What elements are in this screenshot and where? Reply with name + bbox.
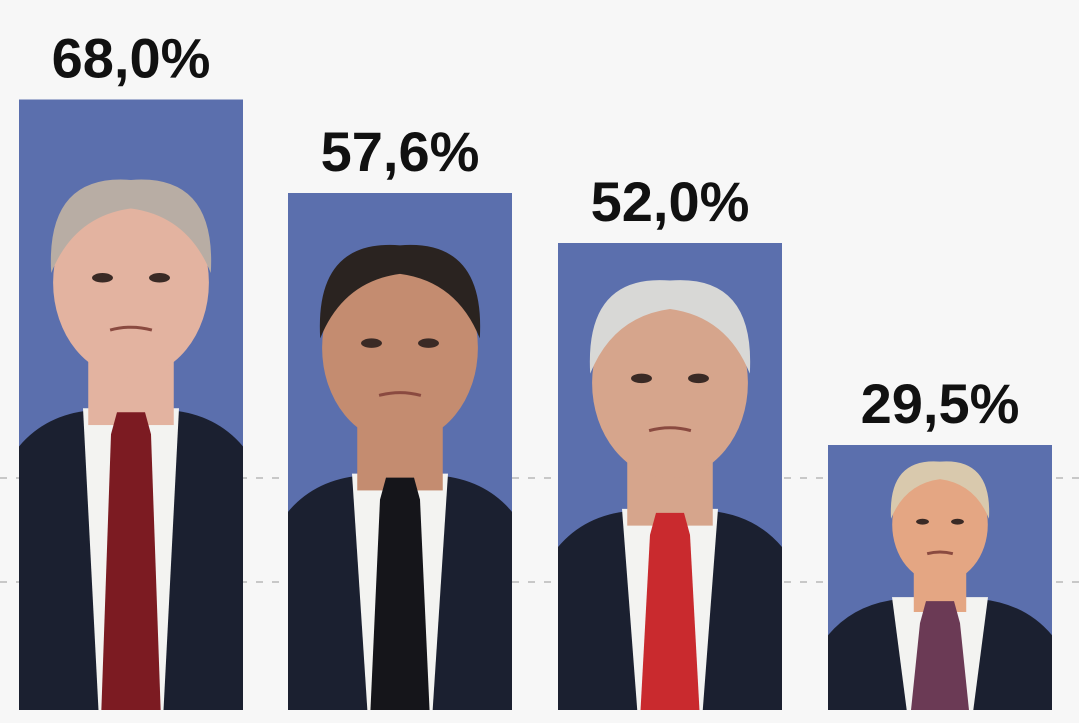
bar-value-label: 57,6%: [321, 120, 480, 183]
bar-value-label: 52,0%: [591, 170, 750, 233]
bar-value-label: 68,0%: [52, 26, 211, 89]
portrait-icon: [288, 244, 512, 710]
bar: [288, 192, 512, 710]
value-labels-group: 68,0% 57,6% 52,0% 29,5%: [52, 26, 1020, 435]
bar: [828, 445, 1052, 710]
bar-value-label: 29,5%: [861, 372, 1020, 435]
bar: [558, 243, 782, 711]
portrait-icon: [828, 461, 1052, 710]
portrait-icon: [19, 179, 243, 711]
bar: [19, 99, 243, 711]
portrait-icon: [558, 280, 782, 710]
bars-group: [19, 99, 1052, 711]
